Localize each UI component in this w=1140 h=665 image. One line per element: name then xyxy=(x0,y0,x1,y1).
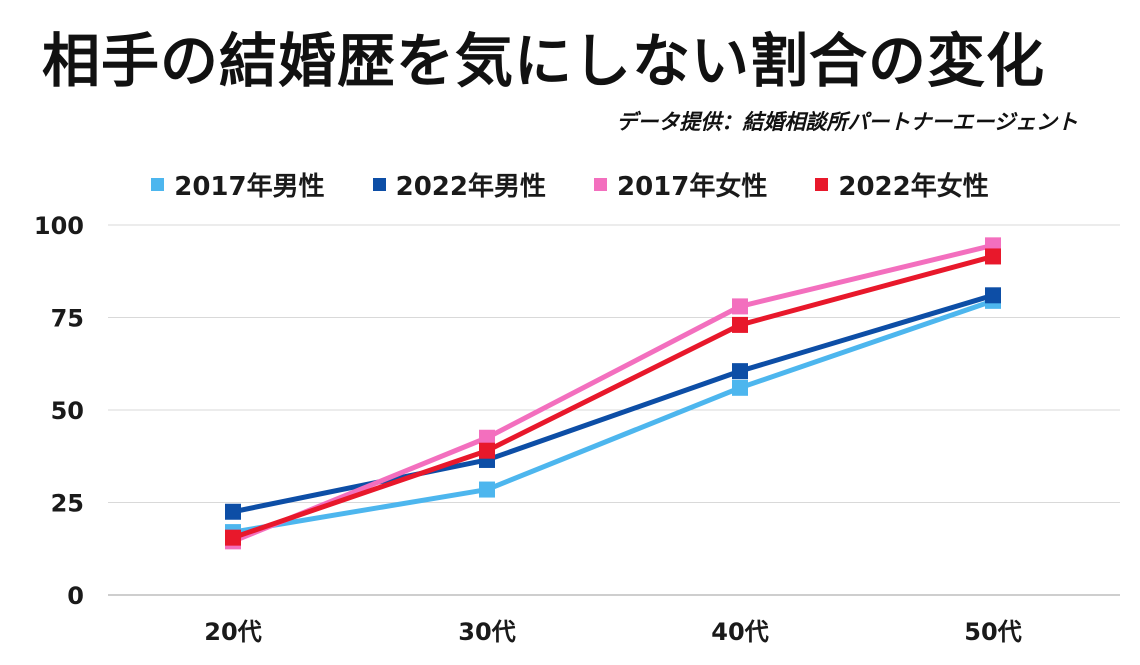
data-point-3-1 xyxy=(479,442,495,459)
data-point-1-0 xyxy=(225,503,241,520)
data-point-3-2 xyxy=(732,316,748,333)
y-tick-label: 75 xyxy=(51,305,84,333)
series-line-2 xyxy=(230,242,996,544)
data-point-3-0 xyxy=(225,529,241,546)
legend-swatch xyxy=(815,178,829,191)
data-point-1-2 xyxy=(732,363,748,380)
y-tick-label: 50 xyxy=(51,397,84,425)
chart-title: 相手の結婚歴を気にしない割合の変化 xyxy=(42,27,1046,95)
legend-swatch xyxy=(594,178,607,191)
legend-swatch xyxy=(151,178,165,191)
legend: 2017年男性 2022年男性 2017年女性 2022年女性 xyxy=(0,166,1140,203)
data-source: データ提供：結婚相談所パートナーエージェント xyxy=(616,110,1078,134)
data-point-0-1 xyxy=(479,481,495,498)
x-tick-label: 50代 xyxy=(964,618,1021,646)
y-tick-label: 0 xyxy=(67,582,84,610)
y-tick-label: 100 xyxy=(34,212,84,240)
data-point-3-3 xyxy=(985,248,1001,265)
series-line-1 xyxy=(230,292,996,515)
legend-item-2017-female: 2017年女性 xyxy=(594,166,767,203)
legend-item-2022-female: 2022年女性 xyxy=(815,166,989,203)
legend-label: 2022年女性 xyxy=(838,172,989,202)
x-tick-label: 20代 xyxy=(204,618,261,646)
data-point-0-2 xyxy=(732,379,748,396)
legend-swatch xyxy=(372,178,386,191)
legend-label: 2022年男性 xyxy=(395,172,546,202)
x-tick-label: 40代 xyxy=(711,618,768,646)
legend-item-2022-male: 2022年男性 xyxy=(372,166,546,203)
data-point-2-1 xyxy=(479,429,495,446)
legend-label: 2017年男性 xyxy=(174,172,325,202)
legend-item-2017-male: 2017年男性 xyxy=(151,166,325,203)
series-line-3 xyxy=(230,253,996,541)
data-point-2-2 xyxy=(732,298,748,315)
legend-label: 2017年女性 xyxy=(617,172,768,202)
data-point-1-3 xyxy=(985,287,1001,304)
y-tick-label: 25 xyxy=(51,490,84,518)
x-tick-label: 30代 xyxy=(458,618,515,646)
series-line-0 xyxy=(230,298,996,535)
